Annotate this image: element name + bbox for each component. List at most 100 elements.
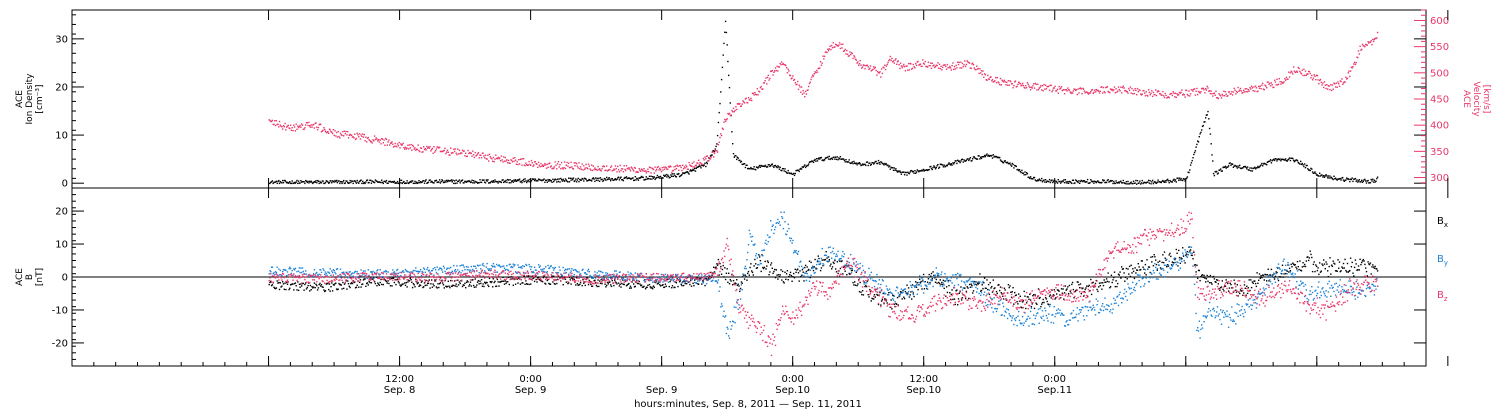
data-point: [821, 62, 823, 64]
data-point: [543, 178, 545, 180]
data-point: [373, 181, 375, 183]
data-point: [438, 267, 441, 269]
data-point: [976, 284, 978, 286]
data-point: [292, 129, 294, 132]
data-point: [937, 163, 939, 166]
data-point: [447, 179, 449, 182]
data-point: [425, 179, 427, 181]
data-point: [313, 180, 316, 183]
data-point: [705, 276, 707, 278]
data-point: [567, 268, 569, 270]
data-point: [581, 284, 583, 287]
data-point: [1258, 273, 1261, 275]
data-point: [422, 271, 424, 273]
data-point: [554, 283, 556, 285]
data-point: [900, 65, 903, 67]
data-point: [507, 281, 509, 283]
data-point: [1241, 290, 1243, 292]
data-point: [1271, 160, 1273, 162]
data-point: [598, 280, 601, 282]
data-point: [1148, 91, 1151, 94]
data-point: [1040, 179, 1042, 182]
data-point: [1173, 92, 1175, 95]
data-point: [865, 64, 867, 67]
data-point: [541, 165, 543, 167]
data-point: [1320, 174, 1322, 176]
data-point: [1124, 89, 1127, 92]
data-point: [310, 289, 312, 291]
data-point: [710, 276, 712, 278]
data-point: [1195, 146, 1197, 148]
data-point: [1339, 177, 1341, 180]
data-point: [1095, 181, 1097, 184]
data-point: [1254, 280, 1256, 282]
data-point: [1324, 84, 1326, 86]
data-point: [1286, 270, 1288, 272]
data-point: [1122, 268, 1124, 270]
data-point: [1150, 256, 1152, 258]
data-point: [973, 156, 975, 158]
data-point: [655, 276, 657, 278]
data-point: [854, 58, 857, 60]
data-point: [273, 181, 275, 184]
data-point: [738, 304, 740, 306]
data-point: [1239, 164, 1241, 167]
data-point: [622, 179, 625, 182]
data-point: [837, 45, 839, 47]
data-point: [1281, 158, 1284, 160]
data-point: [511, 180, 513, 182]
data-point: [427, 266, 429, 269]
data-point: [669, 165, 671, 167]
data-point: [689, 164, 691, 166]
data-point: [697, 165, 700, 168]
data-point: [888, 60, 890, 62]
data-point: [1259, 277, 1261, 279]
data-point: [762, 266, 764, 269]
data-point: [1014, 165, 1017, 167]
data-point: [664, 283, 667, 285]
data-point: [318, 283, 320, 286]
data-point: [408, 148, 410, 150]
data-point: [488, 153, 491, 155]
data-point: [327, 271, 329, 273]
data-point: [1208, 118, 1210, 120]
data-point: [434, 149, 437, 152]
data-point: [889, 306, 891, 308]
data-point: [1102, 282, 1104, 284]
data-point: [270, 271, 272, 273]
data-point: [659, 175, 662, 178]
data-point: [629, 177, 631, 179]
data-point: [442, 180, 444, 182]
data-point: [1185, 89, 1188, 92]
data-point: [746, 279, 748, 281]
data-point: [745, 164, 747, 166]
data-point: [431, 279, 433, 281]
data-point: [808, 82, 811, 85]
data-point: [1038, 178, 1040, 180]
data-point: [473, 182, 476, 184]
data-point: [497, 182, 499, 184]
data-point: [449, 180, 451, 182]
data-point: [659, 278, 662, 280]
data-point: [448, 180, 450, 182]
data-point: [819, 269, 822, 272]
data-point: [489, 281, 491, 283]
data-point: [464, 155, 466, 157]
data-point: [1189, 164, 1192, 166]
data-point: [778, 168, 781, 170]
data-point: [1253, 167, 1255, 169]
data-point: [561, 167, 564, 169]
data-point: [831, 157, 833, 159]
data-point: [828, 259, 830, 261]
data-point: [1349, 257, 1352, 259]
data-point: [1031, 87, 1033, 89]
data-point: [901, 66, 903, 69]
data-point: [993, 287, 995, 290]
data-point: [346, 288, 348, 290]
data-point: [1117, 90, 1119, 92]
data-point: [1308, 257, 1311, 259]
data-point: [797, 80, 799, 83]
data-point: [1090, 89, 1093, 91]
data-point: [360, 179, 362, 181]
data-point: [663, 286, 666, 288]
